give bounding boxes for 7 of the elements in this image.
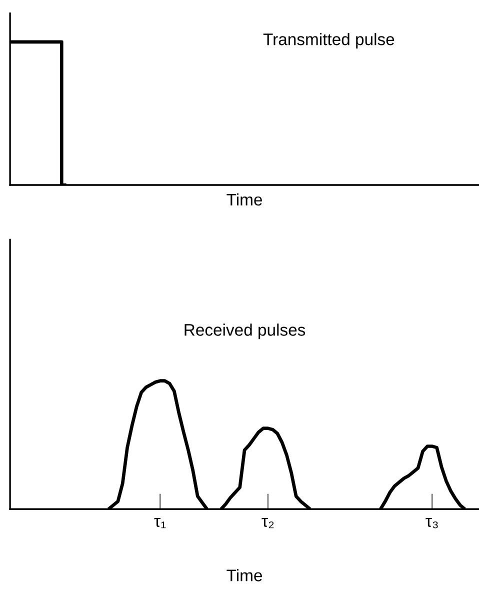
- x-tick-label: τ₃: [426, 518, 438, 528]
- x-axis-title: Time: [226, 193, 262, 206]
- chart-title: Transmitted pulse: [263, 33, 394, 49]
- x-axis-title: Time: [226, 569, 262, 582]
- x-tick-label: τ₁: [154, 518, 166, 528]
- chart-title: Received pulses: [184, 324, 306, 340]
- x-tick-label: τ₂: [262, 518, 274, 528]
